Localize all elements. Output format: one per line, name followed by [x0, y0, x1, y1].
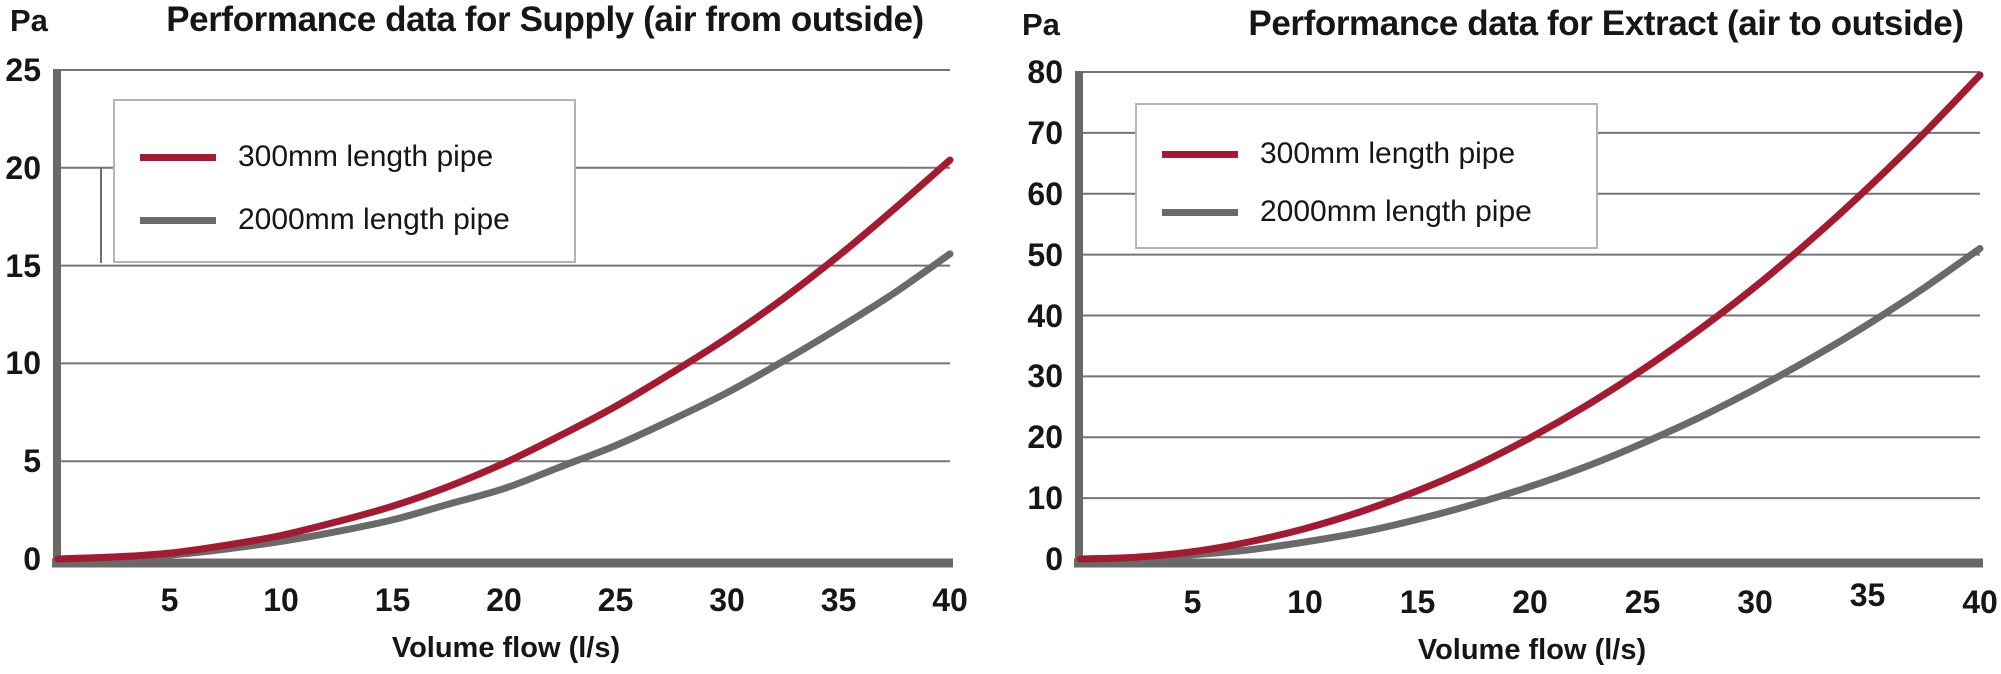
- series-line-2000mm-length-pipe: [54, 250, 954, 563]
- series-line-300mm-length-pipe: [1076, 71, 1984, 563]
- series-line-2000mm-length-pipe: [1076, 245, 1984, 563]
- plot-group-supply: [52, 69, 954, 568]
- series-line-300mm-length-pipe: [54, 156, 954, 563]
- plot-group-extract: [1074, 71, 1984, 568]
